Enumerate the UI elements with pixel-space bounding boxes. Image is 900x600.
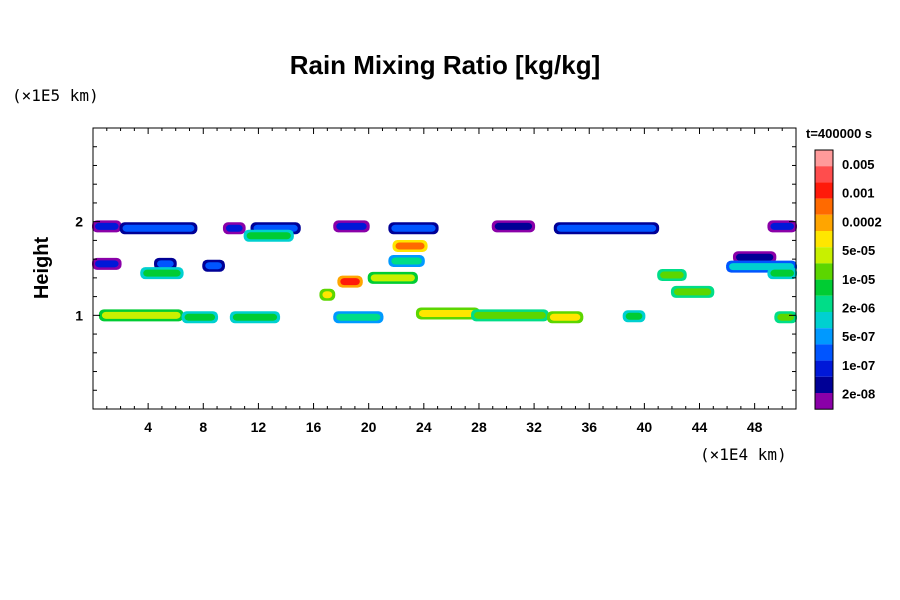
colorbar-label: 1e-07 [842,358,875,373]
x-tick-label: 4 [144,419,152,435]
time-label: t=400000 s [806,126,872,141]
contour-blob [391,224,436,232]
colorbar-label: 2e-06 [842,301,875,316]
colorbar-swatch [815,295,833,312]
colorbar-swatch [815,198,833,215]
y-scale-label: (×1E5 km) [12,86,99,105]
colorbar-swatch [815,214,833,231]
y-tick-label: 2 [75,214,83,230]
x-tick-label: 24 [416,419,432,435]
contour-blob [494,222,533,230]
contour-blob [735,253,774,261]
contour-blob [246,232,291,240]
contour-blob [122,224,195,232]
contour-blob [336,313,381,321]
colorbar-swatch [815,344,833,361]
colorbar-label: 0.005 [842,157,875,172]
plot-background [93,128,796,409]
colorbar-swatch [815,393,833,410]
x-tick-label: 16 [306,419,322,435]
colorbar-swatch [815,376,833,393]
contour-blob [95,222,119,230]
contour-blob [370,274,415,282]
colorbar-label: 1e-05 [842,272,875,287]
contour-blob [336,222,367,230]
colorbar-label: 2e-08 [842,387,875,402]
contour-blob [660,271,684,279]
colorbar-swatch [815,182,833,199]
contour-blob [395,242,425,250]
colorbar-label: 5e-07 [842,329,875,344]
x-tick-label: 32 [526,419,542,435]
contour-blob [143,269,181,277]
contour-blob [625,312,643,320]
colorbar-swatch [815,360,833,377]
contour-features [92,220,797,324]
contour-blob [418,309,477,317]
contour-blob [340,278,360,286]
x-tick-label: 12 [251,419,267,435]
contour-blob [205,262,222,270]
colorbar-label: 0.001 [842,186,875,201]
contour-blob [770,269,794,277]
colorbar-swatch [815,279,833,296]
colorbar-swatch [815,150,833,167]
contour-blob [95,260,119,268]
chart-title: Rain Mixing Ratio [kg/kg] [290,50,601,80]
colorbar-swatch [815,166,833,183]
x-tick-label: 8 [199,419,207,435]
x-tick-label: 40 [637,419,653,435]
colorbar-swatch [815,312,833,329]
contour-blob [225,224,243,232]
colorbar: 0.005 0.001 0.0002 5e-05 1e-05 2e-06 5e-07 1e-0… [814,149,882,410]
contour-blob [322,291,333,299]
contour-blob [232,313,278,321]
contour-blob [184,313,216,321]
contour-blob [673,288,712,296]
contour-blob [101,311,181,319]
colorbar-swatch [815,247,833,264]
x-tick-label: 44 [692,419,708,435]
contour-blob [549,313,581,321]
x-tick-label: 48 [747,419,763,435]
x-tick-label: 20 [361,419,377,435]
x-tick-label: 28 [471,419,487,435]
contour-blob [474,311,546,319]
colorbar-label: 0.0002 [842,214,882,229]
x-tick-label: 36 [581,419,597,435]
contour-blob [770,222,794,230]
x-scale-label: (×1E4 km) [700,445,787,464]
colorbar-swatch [815,328,833,345]
colorbar-frame [814,149,834,410]
contour-blob [777,313,794,321]
y-tick-label: 1 [75,307,83,323]
contour-blob [391,257,422,265]
y-axis-label: Height [31,237,53,300]
plot-frame [92,127,797,410]
colorbar-label: 5e-05 [842,243,875,258]
colorbar-swatch [815,231,833,248]
contour-blob [556,224,657,232]
colorbar-swatch [815,263,833,280]
contour-blob [157,260,174,268]
